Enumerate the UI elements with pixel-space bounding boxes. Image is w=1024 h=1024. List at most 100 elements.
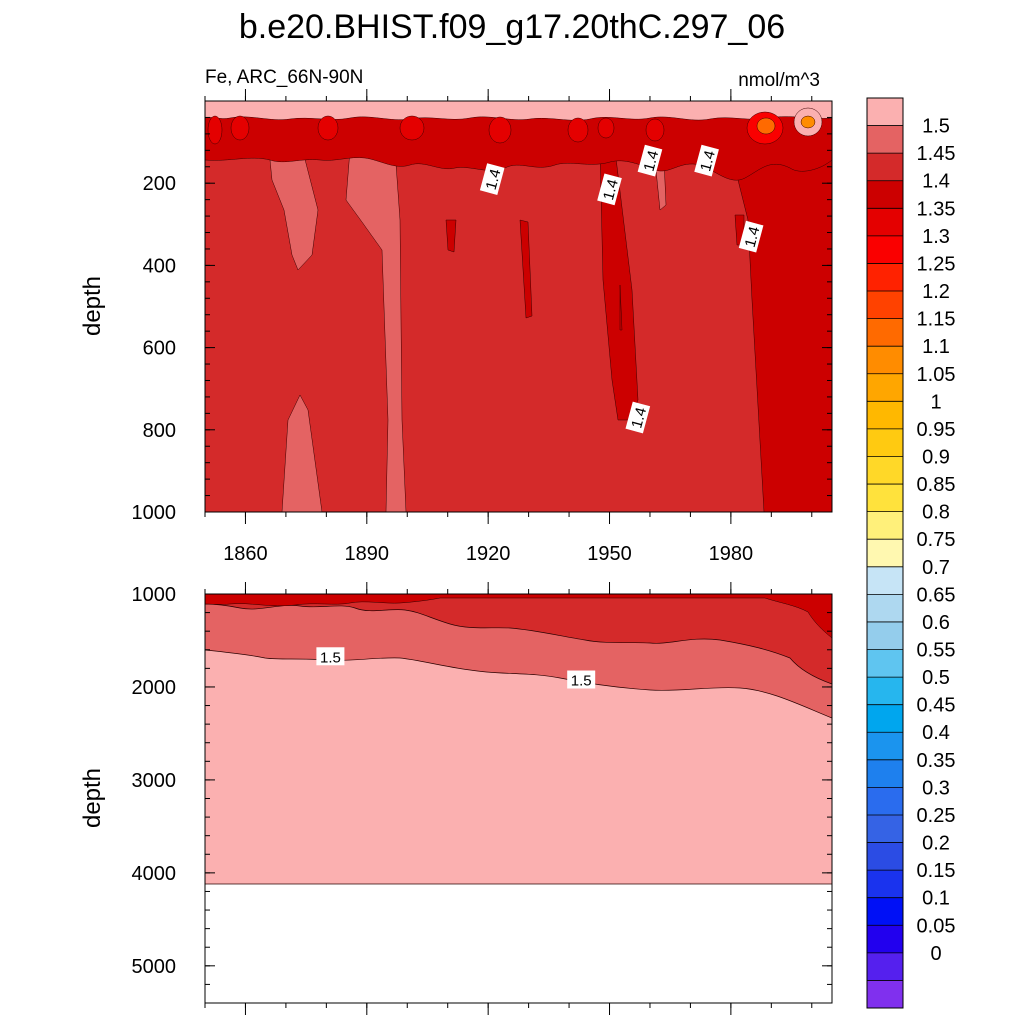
colorbar-label: 0.7 bbox=[922, 557, 950, 579]
chart-title: b.e20.BHIST.f09_g17.20thC.297_06 bbox=[239, 8, 785, 46]
contour-label-box bbox=[625, 401, 651, 434]
colorbar-swatch bbox=[867, 897, 903, 926]
colorbar-label: 0.15 bbox=[917, 860, 956, 882]
upper-panel-field bbox=[205, 101, 832, 512]
colorbar-swatch bbox=[867, 291, 903, 320]
colorbar-swatch bbox=[867, 511, 903, 540]
x-tick-label: 1980 bbox=[709, 543, 754, 565]
colorbar-swatch bbox=[867, 814, 903, 843]
colorbar-label: 0.6 bbox=[922, 612, 950, 634]
contour-label-box bbox=[738, 220, 764, 253]
colorbar-label: 0.3 bbox=[922, 777, 950, 799]
colorbar-label: 1.3 bbox=[922, 226, 950, 248]
contour-label-box bbox=[316, 647, 345, 666]
colorbar-swatch bbox=[867, 401, 903, 430]
colorbar-label: 0.65 bbox=[917, 584, 956, 606]
contour-label: 1.4 bbox=[597, 173, 622, 206]
colorbar-label: 0.2 bbox=[922, 833, 950, 855]
colorbar-frame bbox=[866, 97, 904, 1009]
upper-y-axis-label: depth bbox=[79, 276, 106, 336]
colorbar-label: 1.15 bbox=[917, 309, 956, 331]
colorbar-swatch bbox=[867, 842, 903, 871]
colorbar-label: 0 bbox=[930, 943, 941, 965]
upper-surface-patch bbox=[207, 115, 223, 145]
upper-dark-band bbox=[732, 159, 832, 512]
colorbar-swatch bbox=[867, 153, 903, 182]
upper-surface-patch bbox=[756, 117, 776, 135]
lower-panel-field bbox=[205, 594, 832, 1003]
colorbar-swatch bbox=[867, 566, 903, 595]
y-tick-label: 600 bbox=[143, 338, 176, 360]
colorbar-label: 0.9 bbox=[922, 446, 950, 468]
contour-label-box bbox=[637, 144, 663, 177]
colorbar-swatch bbox=[867, 263, 903, 292]
contour-label: 1.4 bbox=[637, 144, 663, 177]
x-tick-label: 1890 bbox=[345, 543, 390, 565]
upper-dark-band bbox=[619, 284, 623, 331]
colorbar-label: 0.1 bbox=[922, 888, 950, 910]
contour-label-text: 1.4 bbox=[742, 225, 764, 250]
upper-plot-frame bbox=[204, 100, 833, 513]
contour-label-box bbox=[694, 144, 719, 177]
colorbar-label: 1.4 bbox=[922, 171, 950, 193]
upper-surface-layer bbox=[205, 101, 832, 121]
colorbar-swatch bbox=[867, 787, 903, 816]
colorbar-swatch bbox=[867, 456, 903, 485]
colorbar-label: 0.5 bbox=[922, 667, 950, 689]
y-tick-label: 2000 bbox=[132, 677, 177, 699]
contour-label-text: 1.5 bbox=[571, 673, 592, 690]
y-tick-label: 1000 bbox=[132, 584, 177, 606]
upper-light-band bbox=[345, 149, 407, 512]
upper-surface-patch bbox=[597, 117, 615, 139]
y-tick-label: 4000 bbox=[132, 863, 177, 885]
colorbar-swatch bbox=[867, 704, 903, 733]
lower-top-layer bbox=[205, 594, 832, 685]
lower-darkest-layer bbox=[205, 594, 832, 639]
colorbar-label: 1.35 bbox=[917, 198, 956, 220]
colorbar-label: 1.45 bbox=[917, 143, 956, 165]
upper-surface-patch bbox=[488, 116, 512, 144]
colorbar-label: 1.25 bbox=[917, 253, 956, 275]
colorbar-swatch bbox=[867, 677, 903, 706]
contour-label-text: 1.4 bbox=[697, 149, 719, 174]
contour-label: 1.4 bbox=[694, 144, 719, 177]
colorbar-swatch bbox=[867, 318, 903, 347]
chart-subtitle-right: nmol/m^3 bbox=[738, 70, 820, 91]
colorbar-label: 0.05 bbox=[917, 915, 956, 937]
colorbar-label: 1.1 bbox=[922, 336, 950, 358]
lower-y-axis-label: depth bbox=[79, 768, 106, 828]
upper-dark-band bbox=[445, 219, 457, 253]
lower-axes: 1000 2000 3000 4000 5000 bbox=[132, 582, 832, 1015]
upper-surface-dark bbox=[205, 111, 832, 181]
colorbar-swatch bbox=[867, 539, 903, 568]
y-tick-label: 200 bbox=[143, 173, 176, 195]
upper-surface-patch bbox=[399, 115, 425, 141]
colorbar-swatch bbox=[867, 759, 903, 788]
y-tick-label: 800 bbox=[143, 420, 176, 442]
x-tick-label: 1860 bbox=[223, 543, 268, 565]
upper-light-band bbox=[281, 394, 323, 512]
upper-dark-band bbox=[519, 219, 533, 319]
colorbar-swatch bbox=[867, 180, 903, 209]
colorbar-label: 0.25 bbox=[917, 805, 956, 827]
contour-label-text: 1.5 bbox=[320, 649, 341, 666]
lower-contour-labels: 1.5 1.5 bbox=[316, 647, 596, 690]
colorbar-label: 1.5 bbox=[922, 116, 950, 138]
colorbar-swatch bbox=[867, 925, 903, 954]
colorbar-label: 0.4 bbox=[922, 722, 950, 744]
upper-light-band bbox=[267, 139, 319, 271]
colorbar-swatch bbox=[867, 870, 903, 899]
contour-label-text: 1.4 bbox=[483, 167, 505, 192]
x-tick-label: 1950 bbox=[587, 543, 632, 565]
colorbar-swatch bbox=[867, 98, 903, 126]
contour-label: 1.5 bbox=[316, 647, 345, 666]
colorbar-swatch bbox=[867, 980, 903, 1009]
contour-label: 1.4 bbox=[479, 163, 505, 195]
contour-label-text: 1.4 bbox=[600, 177, 622, 202]
colorbar-swatch bbox=[867, 235, 903, 264]
y-tick-label: 400 bbox=[143, 255, 176, 277]
upper-axes: 200 400 600 800 1000 1860 1890 1920 1950 1980 bbox=[132, 89, 832, 565]
colorbar-swatch bbox=[867, 594, 903, 623]
colorbar-swatch bbox=[867, 373, 903, 402]
